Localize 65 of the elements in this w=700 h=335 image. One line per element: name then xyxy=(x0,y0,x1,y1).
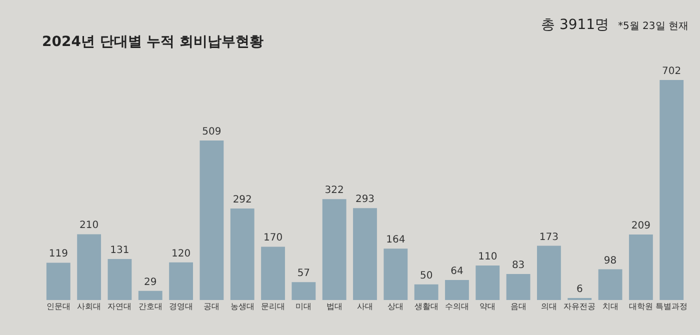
bar xyxy=(138,290,162,300)
bar xyxy=(598,269,622,300)
data-label: 29 xyxy=(144,276,157,288)
x-tick-label: 법대 xyxy=(326,302,342,311)
bar xyxy=(660,80,684,300)
x-tick-label: 사대 xyxy=(357,302,373,311)
bar xyxy=(506,274,530,300)
data-label: 64 xyxy=(450,266,464,277)
data-label: 57 xyxy=(297,268,310,280)
data-label: 702 xyxy=(662,66,682,77)
x-tick-label: 간호대 xyxy=(138,302,162,311)
bar xyxy=(200,140,224,300)
data-label: 293 xyxy=(355,194,375,206)
bar xyxy=(628,234,653,300)
data-label: 210 xyxy=(80,220,99,232)
data-label: 83 xyxy=(512,260,525,271)
bar xyxy=(445,280,469,300)
x-tick-label: 치대 xyxy=(602,302,618,311)
x-tick-label: 수의대 xyxy=(444,302,469,311)
data-label: 509 xyxy=(202,126,222,138)
bar xyxy=(292,282,316,300)
x-tick-label: 경영대 xyxy=(169,302,194,311)
data-label: 292 xyxy=(232,194,252,206)
bar xyxy=(537,246,561,300)
x-tick-label: 미대 xyxy=(296,302,312,311)
bar xyxy=(353,208,377,300)
bar xyxy=(169,262,193,300)
x-tick-label: 특별과정 xyxy=(656,302,688,311)
x-tick-label: 인문대 xyxy=(46,302,70,311)
x-tick-label: 음대 xyxy=(510,302,526,311)
text: *5월 23일 현재 xyxy=(618,21,688,32)
data-label: 50 xyxy=(420,270,433,282)
data-label: 6 xyxy=(576,284,583,295)
x-tick-label: 약대 xyxy=(480,302,496,311)
data-label: 164 xyxy=(386,234,406,246)
bar xyxy=(108,258,132,300)
bar xyxy=(384,248,408,300)
x-tick-label: 자유전공 xyxy=(564,302,596,311)
data-label: 173 xyxy=(539,232,559,243)
data-label: 131 xyxy=(110,244,130,256)
x-tick-label: 의대 xyxy=(540,302,557,311)
data-label: 110 xyxy=(478,252,498,263)
data-label: 209 xyxy=(631,220,650,232)
data-label: 322 xyxy=(324,185,344,196)
data-label: 170 xyxy=(263,232,283,244)
x-tick-label: 문리대 xyxy=(261,302,286,311)
data-label: 120 xyxy=(171,248,191,260)
chart-title: 2024년 단대별 누적 회비납부현황 xyxy=(42,34,264,50)
data-label: 119 xyxy=(48,248,68,260)
x-tick-label: 상대 xyxy=(388,302,404,311)
bar xyxy=(322,199,346,300)
data-label: 98 xyxy=(604,255,617,266)
x-tick-label: 대학원 xyxy=(628,302,653,311)
x-tick-label: 농생대 xyxy=(230,302,254,311)
bar xyxy=(230,208,254,300)
bar xyxy=(414,284,438,300)
x-tick-label: 생활대 xyxy=(414,302,438,311)
x-tick-label: 자연대 xyxy=(108,302,132,311)
x-tick-label: 공대 xyxy=(204,302,220,311)
x-tick-label: 사회대 xyxy=(77,302,102,311)
bar xyxy=(77,234,102,300)
bar xyxy=(476,266,500,300)
bar xyxy=(261,246,285,300)
chart-subtitle: 총 3911명 xyxy=(541,17,610,33)
bar xyxy=(46,262,70,300)
